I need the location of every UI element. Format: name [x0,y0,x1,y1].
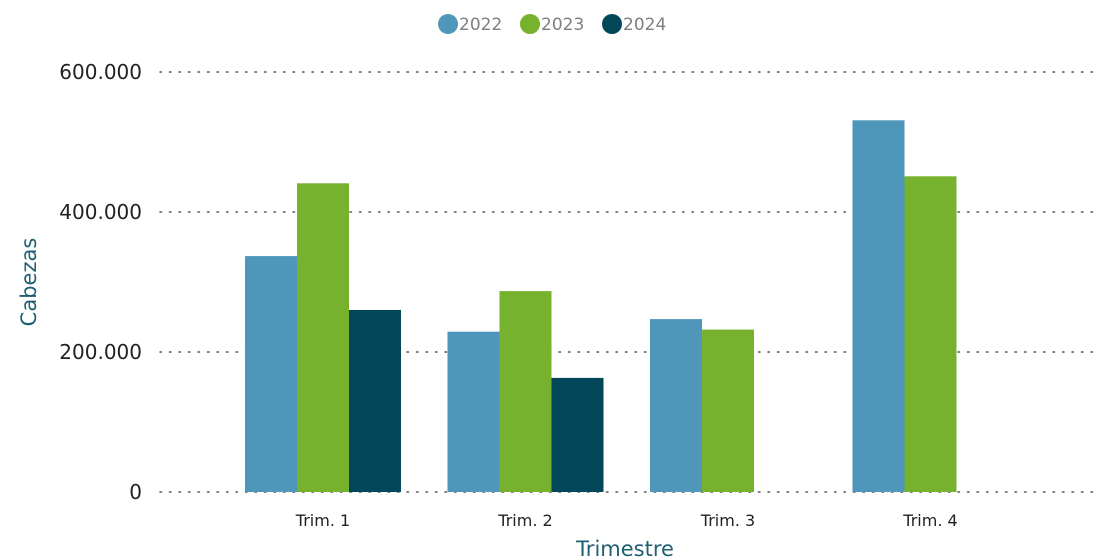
x-axis-title: Trimestre [575,537,674,558]
y-tick-label: 400.000 [59,200,142,224]
x-tick-label: Trim. 2 [497,511,552,530]
bar-2022-2[interactable] [447,331,500,492]
legend-marker-2022 [438,14,458,34]
legend: 2022 2023 2024 [438,14,666,35]
bar-2023-1[interactable] [297,183,349,493]
x-tick-label: Trim. 3 [700,511,755,530]
y-axis-title: Cabezas [17,238,41,327]
x-tick-label: Trim. 1 [295,511,350,530]
bar-2022-3[interactable] [650,319,702,492]
y-tick-label: 600.000 [59,60,142,84]
legend-marker-2024 [602,14,622,34]
bar-2024-1[interactable] [349,310,401,492]
bar-2023-2[interactable] [499,291,552,492]
x-axis-ticks: Trim. 1 Trim. 2 Trim. 3 Trim. 4 [295,511,958,530]
bar-2022-4[interactable] [852,120,905,493]
y-tick-label: 200.000 [59,340,142,364]
legend-label-2022[interactable]: 2022 [459,15,502,35]
legend-label-2023[interactable]: 2023 [541,15,584,35]
x-tick-label: Trim. 4 [902,511,957,530]
y-axis-ticks: 0 200.000 400.000 600.000 [59,60,142,504]
legend-label-2024[interactable]: 2024 [623,15,666,35]
bar-2023-4[interactable] [904,176,957,493]
bar-2024-2[interactable] [551,377,604,492]
bar-2023-3[interactable] [702,329,754,492]
y-tick-label: 0 [129,480,142,504]
bar-2022-1[interactable] [245,256,297,492]
legend-marker-2023 [520,14,540,34]
bars [245,120,957,493]
